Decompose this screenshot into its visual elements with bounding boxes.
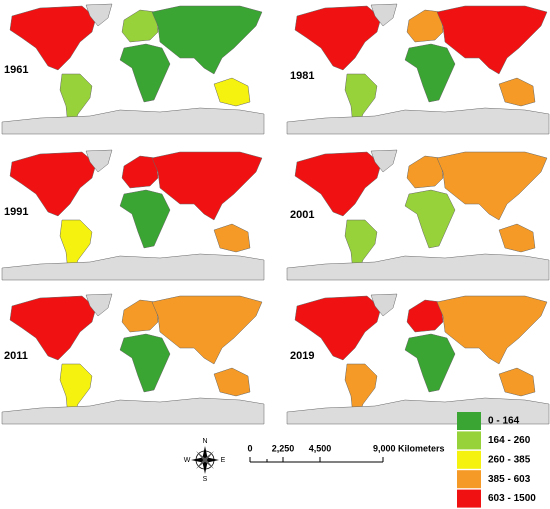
region	[121, 299, 159, 333]
legend-label: 603 - 1500	[488, 493, 536, 504]
region	[498, 223, 536, 253]
map-panel	[1, 293, 265, 425]
region	[85, 293, 113, 317]
map-panel	[286, 3, 550, 135]
region	[151, 295, 263, 365]
legend-swatch	[457, 431, 481, 450]
legend-swatch	[457, 450, 481, 469]
region	[9, 295, 97, 361]
legend-label: 260 - 385	[488, 454, 531, 465]
region	[294, 295, 382, 361]
region	[404, 333, 456, 393]
region	[286, 107, 550, 135]
region	[370, 149, 398, 173]
region	[121, 9, 159, 43]
region	[121, 155, 159, 189]
legend-label: 164 - 260	[488, 435, 531, 446]
region	[119, 189, 171, 249]
region	[119, 43, 171, 103]
region	[119, 333, 171, 393]
year-label: 1961	[4, 64, 28, 76]
compass-label: S	[203, 476, 208, 483]
region	[294, 5, 382, 71]
region	[406, 9, 444, 43]
region	[151, 5, 263, 75]
region	[213, 367, 251, 397]
region	[406, 155, 444, 189]
region	[1, 397, 265, 425]
compass-label: W	[184, 457, 191, 464]
region	[85, 3, 113, 27]
region	[1, 107, 265, 135]
compass-label: N	[202, 438, 207, 445]
region	[436, 295, 548, 365]
compass: N E S W	[184, 438, 226, 483]
legend-swatch	[457, 412, 481, 430]
region	[85, 149, 113, 173]
map-panel	[286, 293, 550, 425]
region	[436, 151, 548, 221]
region	[294, 151, 382, 217]
year-label: 1991	[4, 206, 28, 218]
legend-swatch	[457, 470, 481, 489]
year-label: 2011	[4, 350, 28, 362]
map-panel	[1, 149, 265, 281]
region	[9, 5, 97, 71]
map-panel	[286, 149, 550, 281]
year-label: 1981	[290, 70, 314, 82]
region	[436, 5, 548, 75]
region	[406, 299, 444, 333]
region	[213, 223, 251, 253]
year-label: 2019	[290, 350, 314, 362]
region	[498, 77, 536, 107]
legend-label: 0 - 164	[488, 416, 520, 427]
scale-label: 2,250	[272, 443, 295, 453]
legend-swatch	[457, 489, 481, 508]
year-label: 2001	[290, 209, 314, 221]
scale-label: 0	[247, 443, 252, 453]
region	[213, 77, 251, 107]
region	[9, 151, 97, 217]
compass-label: E	[221, 457, 226, 464]
region	[286, 253, 550, 281]
map-panel	[1, 3, 265, 135]
region	[370, 293, 398, 317]
scale-bar: 0 2,250 4,500 9,000 Kilometers	[247, 443, 445, 463]
region	[370, 3, 398, 27]
region	[498, 367, 536, 397]
region	[151, 151, 263, 221]
region	[1, 253, 265, 281]
region	[404, 189, 456, 249]
scale-label: 9,000 Kilometers	[373, 443, 445, 453]
region	[404, 43, 456, 103]
legend: 0 - 164 164 - 260 260 - 385 385 - 603 603 - …	[457, 412, 536, 508]
scale-label: 4,500	[309, 443, 332, 453]
legend-label: 385 - 603	[488, 474, 531, 485]
